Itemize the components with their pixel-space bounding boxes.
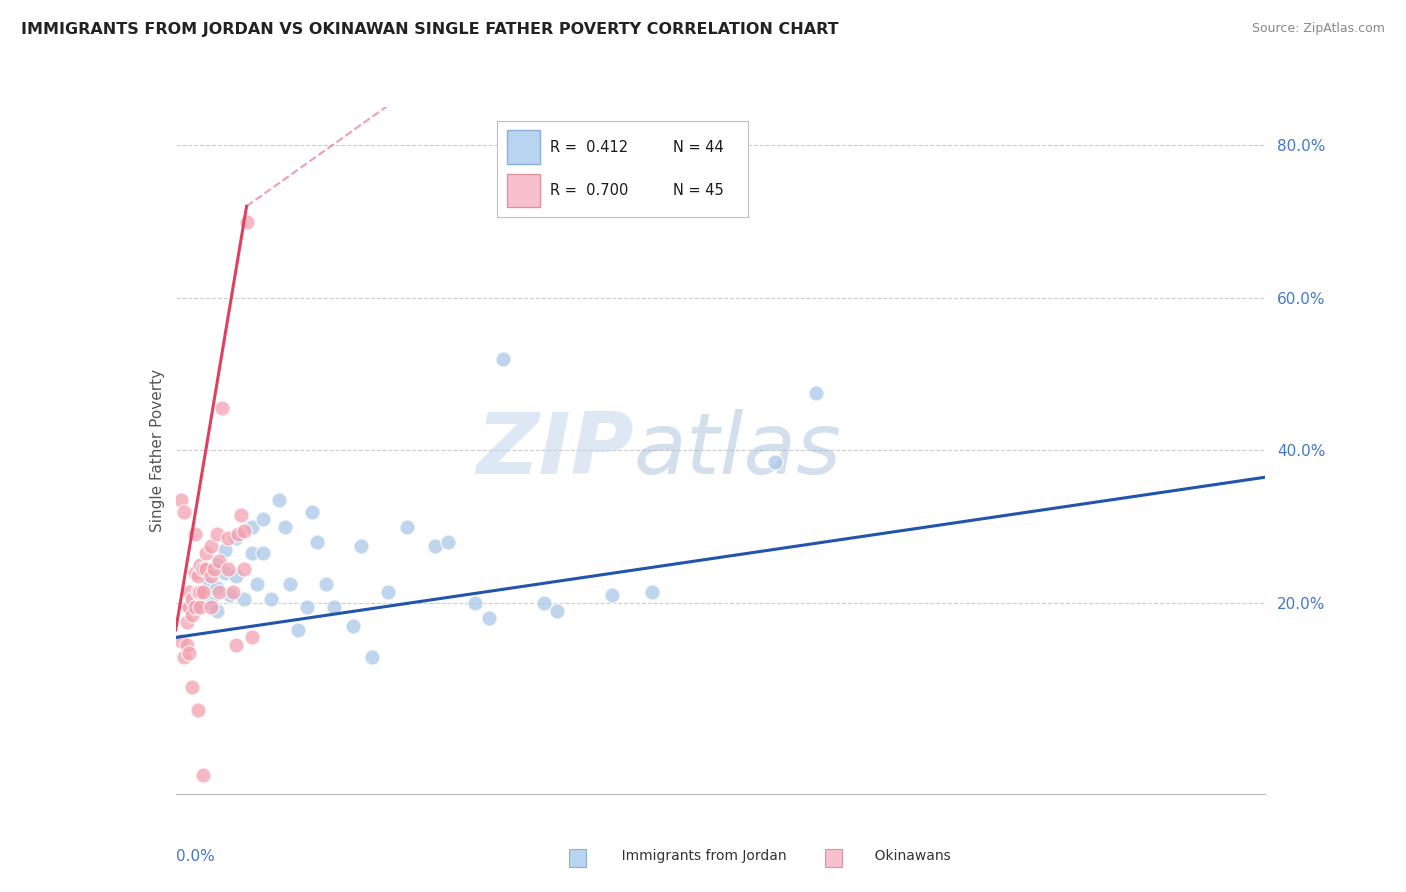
Point bbox=[396, 520, 419, 534]
Point bbox=[179, 599, 201, 614]
Point bbox=[214, 566, 236, 580]
Point bbox=[176, 638, 198, 652]
Point bbox=[437, 535, 460, 549]
Text: Immigrants from Jordan: Immigrants from Jordan bbox=[591, 849, 786, 863]
Point bbox=[464, 596, 486, 610]
Point bbox=[179, 646, 201, 660]
Point bbox=[240, 520, 263, 534]
Point bbox=[252, 546, 274, 561]
Point bbox=[170, 634, 193, 648]
Point bbox=[533, 596, 555, 610]
Point bbox=[181, 592, 204, 607]
Point bbox=[184, 527, 207, 541]
Point bbox=[179, 584, 201, 599]
Point bbox=[232, 592, 254, 607]
Point bbox=[217, 531, 239, 545]
Point bbox=[377, 584, 399, 599]
Point bbox=[194, 562, 217, 576]
Point bbox=[186, 584, 209, 599]
Point bbox=[322, 599, 344, 614]
Point bbox=[287, 623, 309, 637]
Point bbox=[478, 611, 501, 625]
Point bbox=[208, 584, 231, 599]
Point bbox=[350, 539, 373, 553]
Point bbox=[205, 527, 228, 541]
Point bbox=[225, 531, 247, 545]
Point bbox=[546, 604, 568, 618]
Text: atlas: atlas bbox=[633, 409, 841, 492]
Point bbox=[186, 599, 209, 614]
Point bbox=[260, 592, 283, 607]
Point bbox=[240, 631, 263, 645]
Point bbox=[804, 386, 827, 401]
Point bbox=[188, 599, 211, 614]
Point bbox=[181, 607, 204, 622]
Point bbox=[225, 638, 247, 652]
Point bbox=[184, 566, 207, 580]
Point bbox=[301, 504, 323, 518]
Point bbox=[231, 508, 253, 523]
Point bbox=[361, 649, 384, 664]
Point bbox=[205, 604, 228, 618]
Point bbox=[191, 584, 214, 599]
Point bbox=[200, 569, 222, 583]
Point bbox=[232, 562, 254, 576]
Point bbox=[191, 584, 214, 599]
Point bbox=[492, 351, 515, 366]
Point bbox=[188, 558, 211, 572]
Point bbox=[173, 649, 195, 664]
Point bbox=[252, 512, 274, 526]
Point bbox=[222, 584, 245, 599]
Point bbox=[235, 214, 257, 228]
Point bbox=[194, 546, 217, 561]
Point bbox=[200, 539, 222, 553]
Point bbox=[219, 589, 242, 603]
Point bbox=[217, 562, 239, 576]
Point bbox=[240, 546, 263, 561]
Point bbox=[188, 584, 211, 599]
Point bbox=[173, 504, 195, 518]
Point bbox=[205, 581, 228, 595]
Point bbox=[307, 535, 329, 549]
Point bbox=[295, 599, 318, 614]
Point bbox=[225, 569, 247, 583]
Point bbox=[202, 562, 225, 576]
Y-axis label: Single Father Poverty: Single Father Poverty bbox=[149, 369, 165, 532]
Point bbox=[246, 577, 269, 591]
Point bbox=[200, 599, 222, 614]
Point bbox=[170, 493, 193, 508]
Point bbox=[208, 554, 231, 568]
Point bbox=[197, 577, 219, 591]
Point bbox=[214, 542, 236, 557]
Point bbox=[184, 599, 207, 614]
Point bbox=[232, 524, 254, 538]
Text: ZIP: ZIP bbox=[475, 409, 633, 492]
Point bbox=[423, 539, 446, 553]
Point bbox=[176, 599, 198, 614]
Point bbox=[186, 703, 209, 717]
Point bbox=[315, 577, 337, 591]
Point bbox=[191, 768, 214, 782]
Text: Source: ZipAtlas.com: Source: ZipAtlas.com bbox=[1251, 22, 1385, 36]
Point bbox=[205, 558, 228, 572]
Point bbox=[191, 562, 214, 576]
Point bbox=[200, 596, 222, 610]
Point bbox=[181, 680, 204, 694]
Point bbox=[269, 493, 291, 508]
Point bbox=[641, 584, 664, 599]
Point bbox=[278, 577, 301, 591]
Point bbox=[176, 615, 198, 630]
Point bbox=[763, 455, 786, 469]
Point bbox=[600, 589, 623, 603]
Text: Okinawans: Okinawans bbox=[844, 849, 950, 863]
Point bbox=[342, 619, 364, 633]
Point bbox=[274, 520, 297, 534]
Point bbox=[186, 569, 209, 583]
Text: IMMIGRANTS FROM JORDAN VS OKINAWAN SINGLE FATHER POVERTY CORRELATION CHART: IMMIGRANTS FROM JORDAN VS OKINAWAN SINGL… bbox=[21, 22, 839, 37]
Point bbox=[228, 527, 250, 541]
Point bbox=[211, 401, 233, 416]
Text: 0.0%: 0.0% bbox=[176, 849, 215, 863]
